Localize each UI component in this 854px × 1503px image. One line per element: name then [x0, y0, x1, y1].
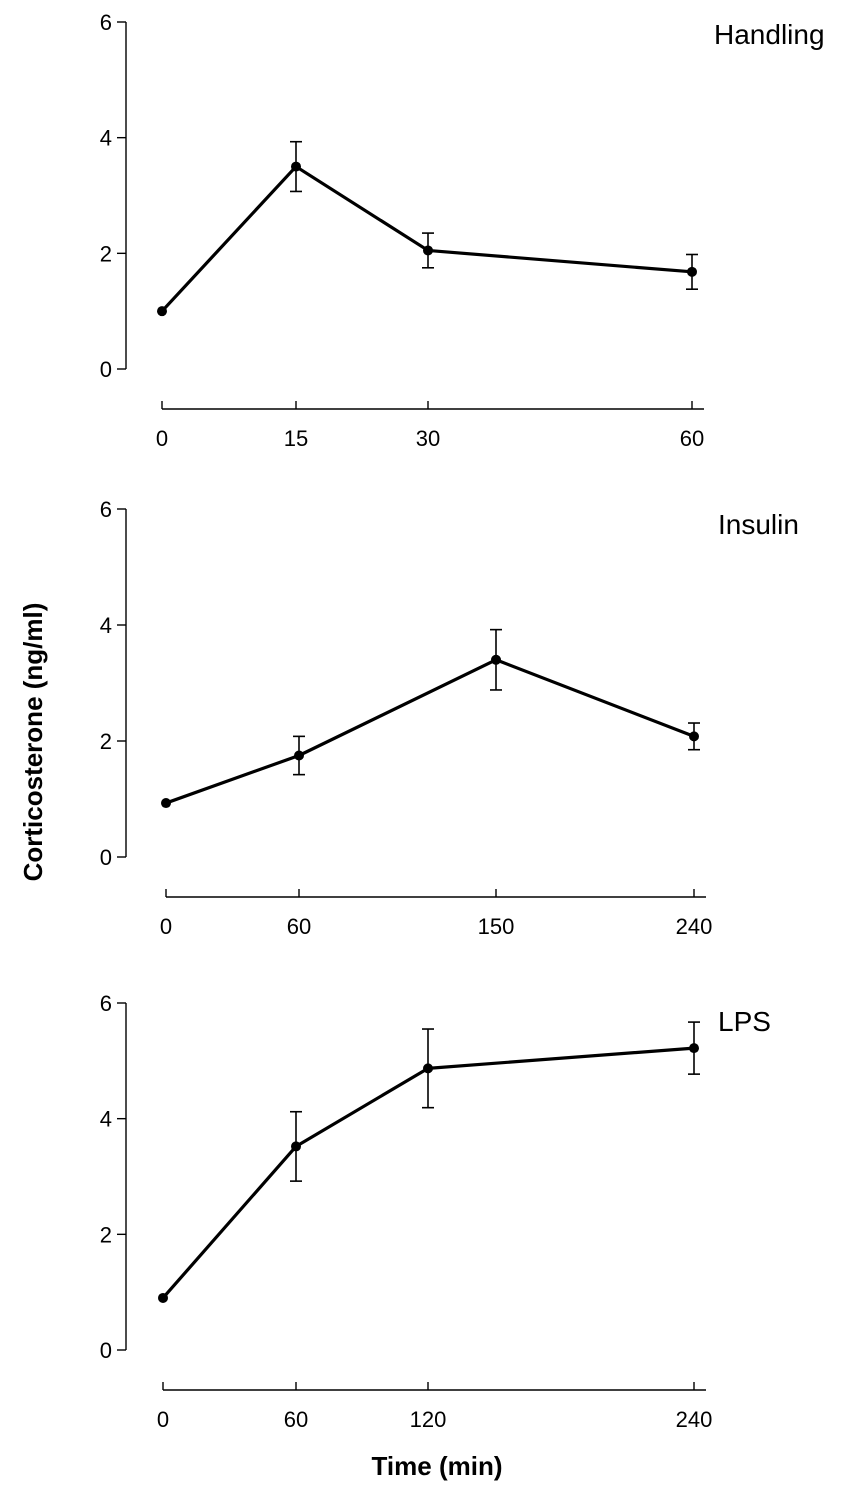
data-point	[689, 1043, 699, 1054]
x-tick-label: 0	[160, 914, 172, 939]
y-tick-label: 2	[100, 241, 112, 266]
y-tick-label: 6	[100, 991, 112, 1016]
y-tick-label: 4	[100, 1107, 112, 1132]
y-axis-title: Corticosterone (ng/ml)	[18, 603, 48, 882]
x-tick-label: 240	[676, 1407, 713, 1432]
x-tick-label: 0	[157, 1407, 169, 1432]
data-point	[689, 731, 699, 742]
x-tick-label: 0	[156, 426, 168, 451]
data-point	[687, 266, 697, 277]
x-axis-title: Time (min)	[372, 1451, 503, 1481]
x-tick-label: 30	[416, 426, 440, 451]
data-point	[491, 654, 501, 665]
data-point	[294, 750, 304, 761]
x-tick-label: 150	[478, 914, 515, 939]
y-tick-label: 4	[100, 613, 112, 638]
x-tick-label: 60	[287, 914, 311, 939]
y-tick-label: 0	[100, 357, 112, 382]
panel-title: Insulin	[718, 509, 799, 540]
y-tick-label: 0	[100, 845, 112, 870]
y-tick-label: 6	[100, 10, 112, 35]
y-tick-label: 2	[100, 729, 112, 754]
data-point	[158, 1292, 168, 1303]
data-point	[423, 1063, 433, 1074]
y-tick-label: 6	[100, 497, 112, 522]
data-point	[291, 1141, 301, 1152]
x-tick-label: 240	[676, 914, 713, 939]
y-tick-label: 0	[100, 1338, 112, 1363]
panel-title: LPS	[718, 1006, 771, 1037]
series-line	[160, 164, 693, 313]
x-tick-label: 60	[284, 1407, 308, 1432]
x-tick-label: 120	[410, 1407, 447, 1432]
panel-title: Handling	[714, 19, 825, 50]
series-line	[165, 658, 695, 805]
x-tick-label: 60	[680, 426, 704, 451]
y-tick-label: 4	[100, 126, 112, 151]
y-tick-label: 2	[100, 1222, 112, 1247]
data-point	[291, 161, 301, 172]
series-line	[161, 1046, 695, 1300]
data-point	[157, 306, 167, 317]
data-point	[423, 245, 433, 256]
data-point	[161, 798, 171, 809]
x-tick-label: 15	[284, 426, 308, 451]
